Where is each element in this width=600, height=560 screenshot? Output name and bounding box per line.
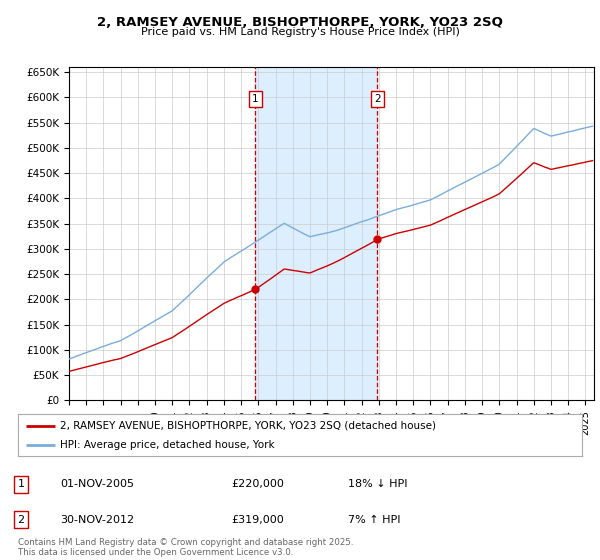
- Text: 2, RAMSEY AVENUE, BISHOPTHORPE, YORK, YO23 2SQ (detached house): 2, RAMSEY AVENUE, BISHOPTHORPE, YORK, YO…: [60, 421, 436, 431]
- Text: Price paid vs. HM Land Registry's House Price Index (HPI): Price paid vs. HM Land Registry's House …: [140, 27, 460, 37]
- Text: £220,000: £220,000: [231, 479, 284, 489]
- Text: 30-NOV-2012: 30-NOV-2012: [60, 515, 134, 525]
- Text: 01-NOV-2005: 01-NOV-2005: [60, 479, 134, 489]
- Bar: [256, 67, 377, 400]
- Text: 7% ↑ HPI: 7% ↑ HPI: [348, 515, 401, 525]
- Text: 1: 1: [252, 94, 259, 104]
- Text: £319,000: £319,000: [231, 515, 284, 525]
- Text: 2, RAMSEY AVENUE, BISHOPTHORPE, YORK, YO23 2SQ: 2, RAMSEY AVENUE, BISHOPTHORPE, YORK, YO…: [97, 16, 503, 29]
- Text: 2: 2: [374, 94, 381, 104]
- Text: 1: 1: [17, 479, 25, 489]
- Text: Contains HM Land Registry data © Crown copyright and database right 2025.
This d: Contains HM Land Registry data © Crown c…: [18, 538, 353, 557]
- Text: 2: 2: [17, 515, 25, 525]
- Text: HPI: Average price, detached house, York: HPI: Average price, detached house, York: [60, 440, 275, 450]
- Text: 18% ↓ HPI: 18% ↓ HPI: [348, 479, 407, 489]
